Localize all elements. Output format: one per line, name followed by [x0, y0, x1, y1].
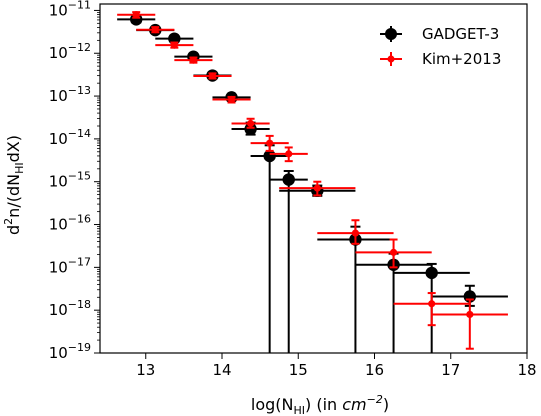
data-point [189, 56, 198, 64]
data-point [227, 95, 236, 104]
x-axis-ticks: 13 14 15 16 17 18 [136, 353, 537, 379]
data-point [428, 300, 436, 308]
y-axis-label: d2n/(dNHIdX) [2, 135, 26, 235]
data-point [266, 139, 274, 147]
axes-frame [99, 3, 528, 354]
legend-entry-gadget3: GADGET-3 [380, 25, 499, 43]
legend-gadget3-label: GADGET-3 [422, 25, 499, 43]
data-point [282, 173, 295, 186]
data-point [466, 310, 474, 319]
plot-frame [99, 3, 528, 354]
legend-gadget3-marker [385, 28, 397, 40]
data-point [313, 184, 321, 192]
y-tick-label: 10−11 [49, 0, 91, 19]
series-kim2013 [117, 11, 508, 350]
data-point [246, 119, 255, 128]
data-point [170, 41, 178, 49]
series-layer [117, 11, 508, 353]
legend-kim2013-marker [387, 55, 395, 63]
x-tick-label: 14 [212, 361, 231, 379]
y-tick-label: 10−19 [49, 341, 91, 362]
x-tick-label: 17 [441, 361, 460, 379]
data-point [208, 72, 217, 80]
legend: GADGET-3 Kim+2013 [372, 17, 522, 75]
y-tick-label: 10−18 [49, 298, 91, 319]
data-point [285, 150, 293, 158]
data-point [425, 266, 438, 280]
x-tick-label: 16 [365, 361, 384, 379]
x-tick-label: 18 [517, 361, 536, 379]
y-axis-ticks: 10−11 10−12 10−13 10−14 10−15 10−16 10−17 10−18… [49, 0, 100, 362]
x-tick-label: 13 [136, 361, 155, 379]
y-tick-label: 10−13 [49, 84, 91, 105]
legend-entry-kim2013: Kim+2013 [380, 50, 501, 68]
legend-kim2013-label: Kim+2013 [422, 50, 501, 68]
y-tick-label: 10−16 [49, 213, 91, 234]
legend-box [372, 17, 522, 75]
y-tick-label: 10−17 [49, 255, 91, 276]
x-tick-label: 15 [289, 361, 308, 379]
data-point [132, 11, 140, 19]
x-axis-label: log(NHI) (in cm−2) [251, 393, 389, 416]
data-point [151, 26, 159, 34]
y-tick-label: 10−15 [49, 170, 91, 191]
y-tick-label: 10−14 [49, 127, 91, 148]
y-tick-label: 10−12 [49, 41, 91, 62]
data-point [389, 248, 398, 256]
data-point [351, 229, 360, 237]
data-point [244, 122, 257, 136]
